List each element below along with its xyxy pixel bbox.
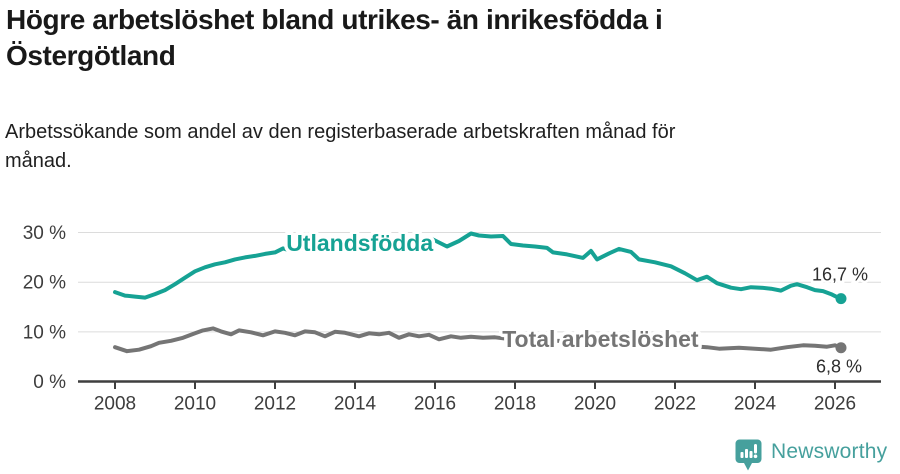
chart-title-line-2: Östergötland [6,40,176,71]
chart-title-line-1: Högre arbetslöshet bland utrikes- än inr… [6,4,663,35]
x-tick-label-2012: 2012 [254,394,296,415]
newsworthy-logo-icon [735,439,762,470]
logo-bar-2 [745,448,748,458]
y-tick-label-10: 10 % [23,322,66,343]
end-value-label-total-arbetsl-shet: 6,8 % [816,357,862,377]
x-tick-label-2018: 2018 [494,394,536,415]
end-value-label-utlandsf-dda: 16,7 % [812,265,868,285]
x-tick-label-2008: 2008 [94,394,136,415]
x-tick-label-2016: 2016 [414,394,456,415]
logo-bar-1 [740,451,744,458]
x-tick-label-2020: 2020 [574,394,616,415]
series-end-dot-total-arbetsl-shet [835,342,847,354]
x-tick-label-2022: 2022 [654,394,696,415]
series-end-dot-utlandsf-dda [835,293,847,305]
chart-subtitle-line-2: månad. [5,150,72,172]
brand-name: Newsworthy [771,440,888,463]
series-label-utlandsf-dda: Utlandsfödda [286,230,433,256]
footer-brand: Newsworthy [735,438,887,472]
x-tick-label-2026: 2026 [814,394,856,415]
y-tick-label-0: 0 % [33,372,66,393]
logo-speech-bubble [735,439,762,470]
chart-subtitle-line-1: Arbetssökande som andel av den registerb… [5,121,676,143]
series-label-total-arbetsl-shet: Total arbetslöshet [502,326,699,352]
x-tick-label-2010: 2010 [174,394,216,415]
x-tick-label-2014: 2014 [334,394,377,415]
chart-title: Högre arbetslöshet bland utrikes- än inr… [6,2,876,74]
series-line-total-arbetsl-shet [113,326,843,354]
x-tick-label-2024: 2024 [734,394,777,415]
y-tick-label-30: 30 % [23,223,66,244]
series-line-utlandsf-dda [113,231,843,301]
unemployment-line-chart: 0 % 10 % 20 % 30 % 2008 2010 2012 2014 2016 2018 2… [23,223,881,415]
logo-bar-3 [749,450,753,458]
logo-exclamation-dot [753,454,758,458]
chart-subtitle: Arbetssökande som andel av den registerb… [5,118,875,176]
logo-exclamation-bar [754,443,757,453]
y-tick-label-20: 20 % [23,273,66,294]
